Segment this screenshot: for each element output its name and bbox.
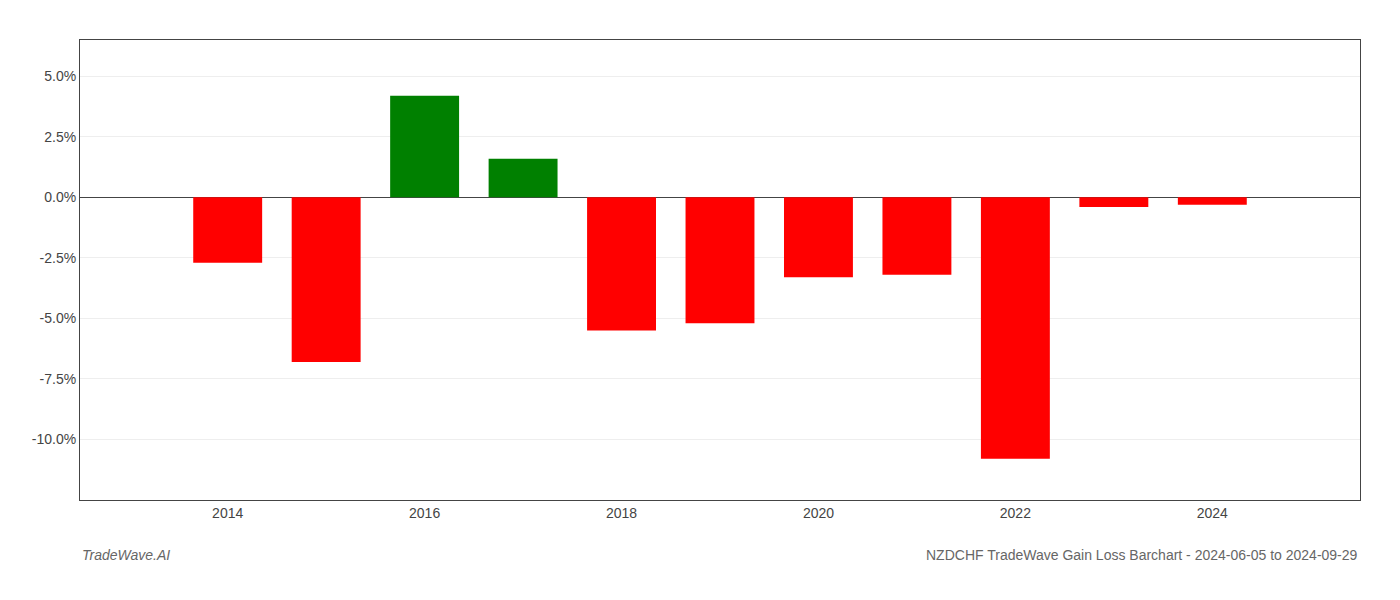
svg-text:-10.0%: -10.0% bbox=[32, 431, 76, 447]
svg-text:TradeWave.AI: TradeWave.AI bbox=[82, 547, 170, 563]
svg-text:0.0%: 0.0% bbox=[44, 189, 76, 205]
svg-text:2016: 2016 bbox=[409, 505, 440, 521]
svg-text:NZDCHF TradeWave Gain Loss Bar: NZDCHF TradeWave Gain Loss Barchart - 20… bbox=[926, 547, 1358, 563]
svg-text:5.0%: 5.0% bbox=[44, 68, 76, 84]
svg-text:-7.5%: -7.5% bbox=[40, 371, 77, 387]
svg-text:-2.5%: -2.5% bbox=[40, 250, 77, 266]
svg-text:2.5%: 2.5% bbox=[44, 129, 76, 145]
svg-text:2024: 2024 bbox=[1197, 505, 1228, 521]
svg-text:-5.0%: -5.0% bbox=[40, 310, 77, 326]
svg-text:2022: 2022 bbox=[1000, 505, 1031, 521]
svg-text:2018: 2018 bbox=[606, 505, 637, 521]
svg-text:2020: 2020 bbox=[803, 505, 834, 521]
svg-text:2014: 2014 bbox=[212, 505, 243, 521]
